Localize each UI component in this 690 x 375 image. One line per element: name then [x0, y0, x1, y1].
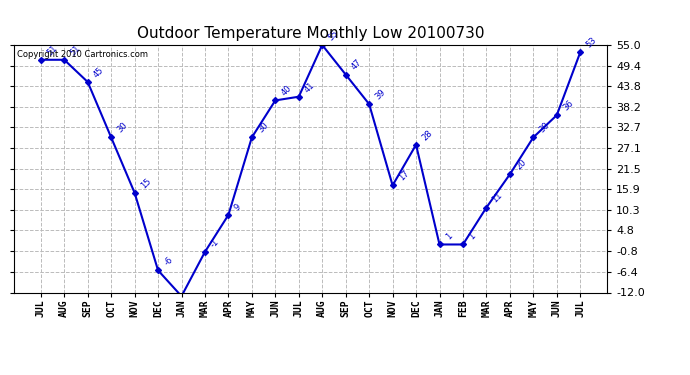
Text: -6: -6 — [162, 255, 175, 267]
Title: Outdoor Temperature Monthly Low 20100730: Outdoor Temperature Monthly Low 20100730 — [137, 26, 484, 41]
Text: 28: 28 — [420, 128, 434, 142]
Text: 11: 11 — [491, 191, 504, 205]
Text: 30: 30 — [538, 121, 551, 135]
Text: 40: 40 — [279, 84, 293, 98]
Text: 9: 9 — [233, 202, 243, 212]
Text: 30: 30 — [115, 121, 129, 135]
Text: -1: -1 — [209, 237, 221, 249]
Text: 20: 20 — [514, 158, 528, 171]
Text: 1: 1 — [444, 232, 454, 242]
Text: 41: 41 — [303, 80, 317, 94]
Text: 36: 36 — [561, 99, 575, 112]
Text: 51: 51 — [68, 43, 82, 57]
Text: 47: 47 — [350, 58, 364, 72]
Text: 39: 39 — [373, 87, 387, 101]
Text: 15: 15 — [139, 176, 152, 190]
Text: 1: 1 — [467, 232, 477, 242]
Text: 45: 45 — [92, 65, 106, 79]
Text: 17: 17 — [397, 169, 411, 183]
Text: 55: 55 — [326, 28, 340, 42]
Text: 51: 51 — [45, 43, 59, 57]
Text: Copyright 2010 Cartronics.com: Copyright 2010 Cartronics.com — [17, 50, 148, 59]
Text: 53: 53 — [584, 36, 598, 50]
Text: 30: 30 — [256, 121, 270, 135]
Text: -13: -13 — [0, 374, 1, 375]
